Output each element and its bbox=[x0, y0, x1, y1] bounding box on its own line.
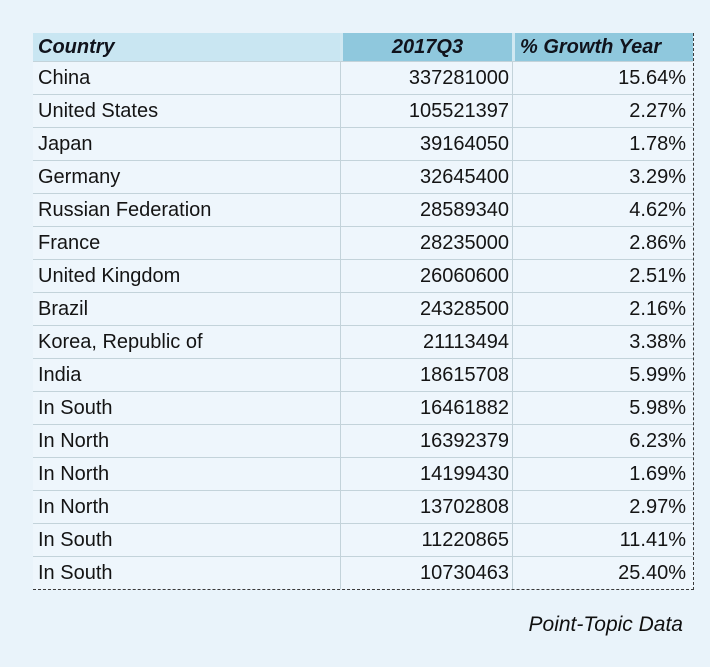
cell-2017q3-value: 337281000 bbox=[340, 62, 512, 94]
table-row: United States 105521397 2.27% bbox=[33, 94, 693, 127]
table-row: China 337281000 15.64% bbox=[33, 61, 693, 94]
cell-2017q3-value: 13702808 bbox=[340, 491, 512, 523]
cell-2017q3-value: 28235000 bbox=[340, 227, 512, 259]
column-header-growth-year: % Growth Year bbox=[512, 33, 693, 61]
cell-country: In North bbox=[38, 495, 110, 518]
cell-country: Korea, Republic of bbox=[38, 330, 203, 353]
cell-2017q3-value: 28589340 bbox=[340, 194, 512, 226]
cell-country: In North bbox=[38, 462, 110, 485]
cell-2017q3-value: 105521397 bbox=[340, 95, 512, 127]
table-row: In North 13702808 2.97% bbox=[33, 490, 693, 523]
cell-growth-year-value: 6.23% bbox=[512, 425, 693, 457]
cell-growth-year-value: 4.62% bbox=[512, 194, 693, 226]
cell-growth-year-value: 11.41% bbox=[512, 524, 693, 556]
table-row: Brazil 24328500 2.16% bbox=[33, 292, 693, 325]
table-row: In North 14199430 1.69% bbox=[33, 457, 693, 490]
cell-2017q3-value: 18615708 bbox=[340, 359, 512, 391]
cell-2017q3-value: 39164050 bbox=[340, 128, 512, 160]
broadband-subscribers-table: Country 2017Q3 % Growth Year China 33728… bbox=[33, 33, 694, 590]
column-header-country: Country bbox=[33, 33, 340, 61]
table-row: In South 16461882 5.98% bbox=[33, 391, 693, 424]
source-attribution: Point-Topic Data bbox=[528, 613, 683, 636]
table-row: Japan 39164050 1.78% bbox=[33, 127, 693, 160]
cell-country: In South bbox=[38, 528, 113, 551]
table-header-row: Country 2017Q3 % Growth Year bbox=[33, 33, 693, 61]
cell-country: United Kingdom bbox=[38, 264, 181, 287]
cell-growth-year-value: 2.16% bbox=[512, 293, 693, 325]
cell-2017q3-value: 21113494 bbox=[340, 326, 512, 358]
cell-growth-year-value: 2.97% bbox=[512, 491, 693, 523]
cell-2017q3-value: 16461882 bbox=[340, 392, 512, 424]
cell-country: United States bbox=[38, 99, 159, 122]
cell-country: Japan bbox=[38, 132, 93, 155]
table-row: In North 16392379 6.23% bbox=[33, 424, 693, 457]
cell-country: France bbox=[38, 231, 101, 254]
cell-2017q3-value: 26060600 bbox=[340, 260, 512, 292]
cell-country: Germany bbox=[38, 165, 121, 188]
cell-growth-year-value: 5.98% bbox=[512, 392, 693, 424]
cell-growth-year-value: 25.40% bbox=[512, 557, 693, 589]
cell-growth-year-value: 1.69% bbox=[512, 458, 693, 490]
cell-growth-year-value: 2.51% bbox=[512, 260, 693, 292]
table-row: Korea, Republic of 21113494 3.38% bbox=[33, 325, 693, 358]
cell-growth-year-value: 5.99% bbox=[512, 359, 693, 391]
cell-2017q3-value: 14199430 bbox=[340, 458, 512, 490]
table-row: In South 11220865 11.41% bbox=[33, 523, 693, 556]
cell-country: China bbox=[38, 66, 91, 89]
cell-growth-year-value: 1.78% bbox=[512, 128, 693, 160]
cell-country: In North bbox=[38, 429, 110, 452]
cell-2017q3-value: 11220865 bbox=[340, 524, 512, 556]
table-body: China 337281000 15.64% United States 105… bbox=[33, 61, 693, 589]
table-row: Russian Federation 28589340 4.62% bbox=[33, 193, 693, 226]
cell-growth-year-value: 15.64% bbox=[512, 62, 693, 94]
cell-country: India bbox=[38, 363, 82, 386]
table-row: France 28235000 2.86% bbox=[33, 226, 693, 259]
column-header-2017q3: 2017Q3 bbox=[340, 33, 512, 61]
cell-growth-year-value: 2.27% bbox=[512, 95, 693, 127]
table-row: India 18615708 5.99% bbox=[33, 358, 693, 391]
table-row: Germany 32645400 3.29% bbox=[33, 160, 693, 193]
cell-country: Brazil bbox=[38, 297, 89, 320]
cell-2017q3-value: 16392379 bbox=[340, 425, 512, 457]
cell-2017q3-value: 32645400 bbox=[340, 161, 512, 193]
cell-growth-year-value: 2.86% bbox=[512, 227, 693, 259]
cell-growth-year-value: 3.38% bbox=[512, 326, 693, 358]
cell-country: In South bbox=[38, 561, 113, 584]
cell-country: In South bbox=[38, 396, 113, 419]
cell-country: Russian Federation bbox=[38, 198, 212, 221]
cell-2017q3-value: 24328500 bbox=[340, 293, 512, 325]
cell-growth-year-value: 3.29% bbox=[512, 161, 693, 193]
cell-2017q3-value: 10730463 bbox=[340, 557, 512, 589]
table-row: In South 10730463 25.40% bbox=[33, 556, 693, 589]
table-row: United Kingdom 26060600 2.51% bbox=[33, 259, 693, 292]
